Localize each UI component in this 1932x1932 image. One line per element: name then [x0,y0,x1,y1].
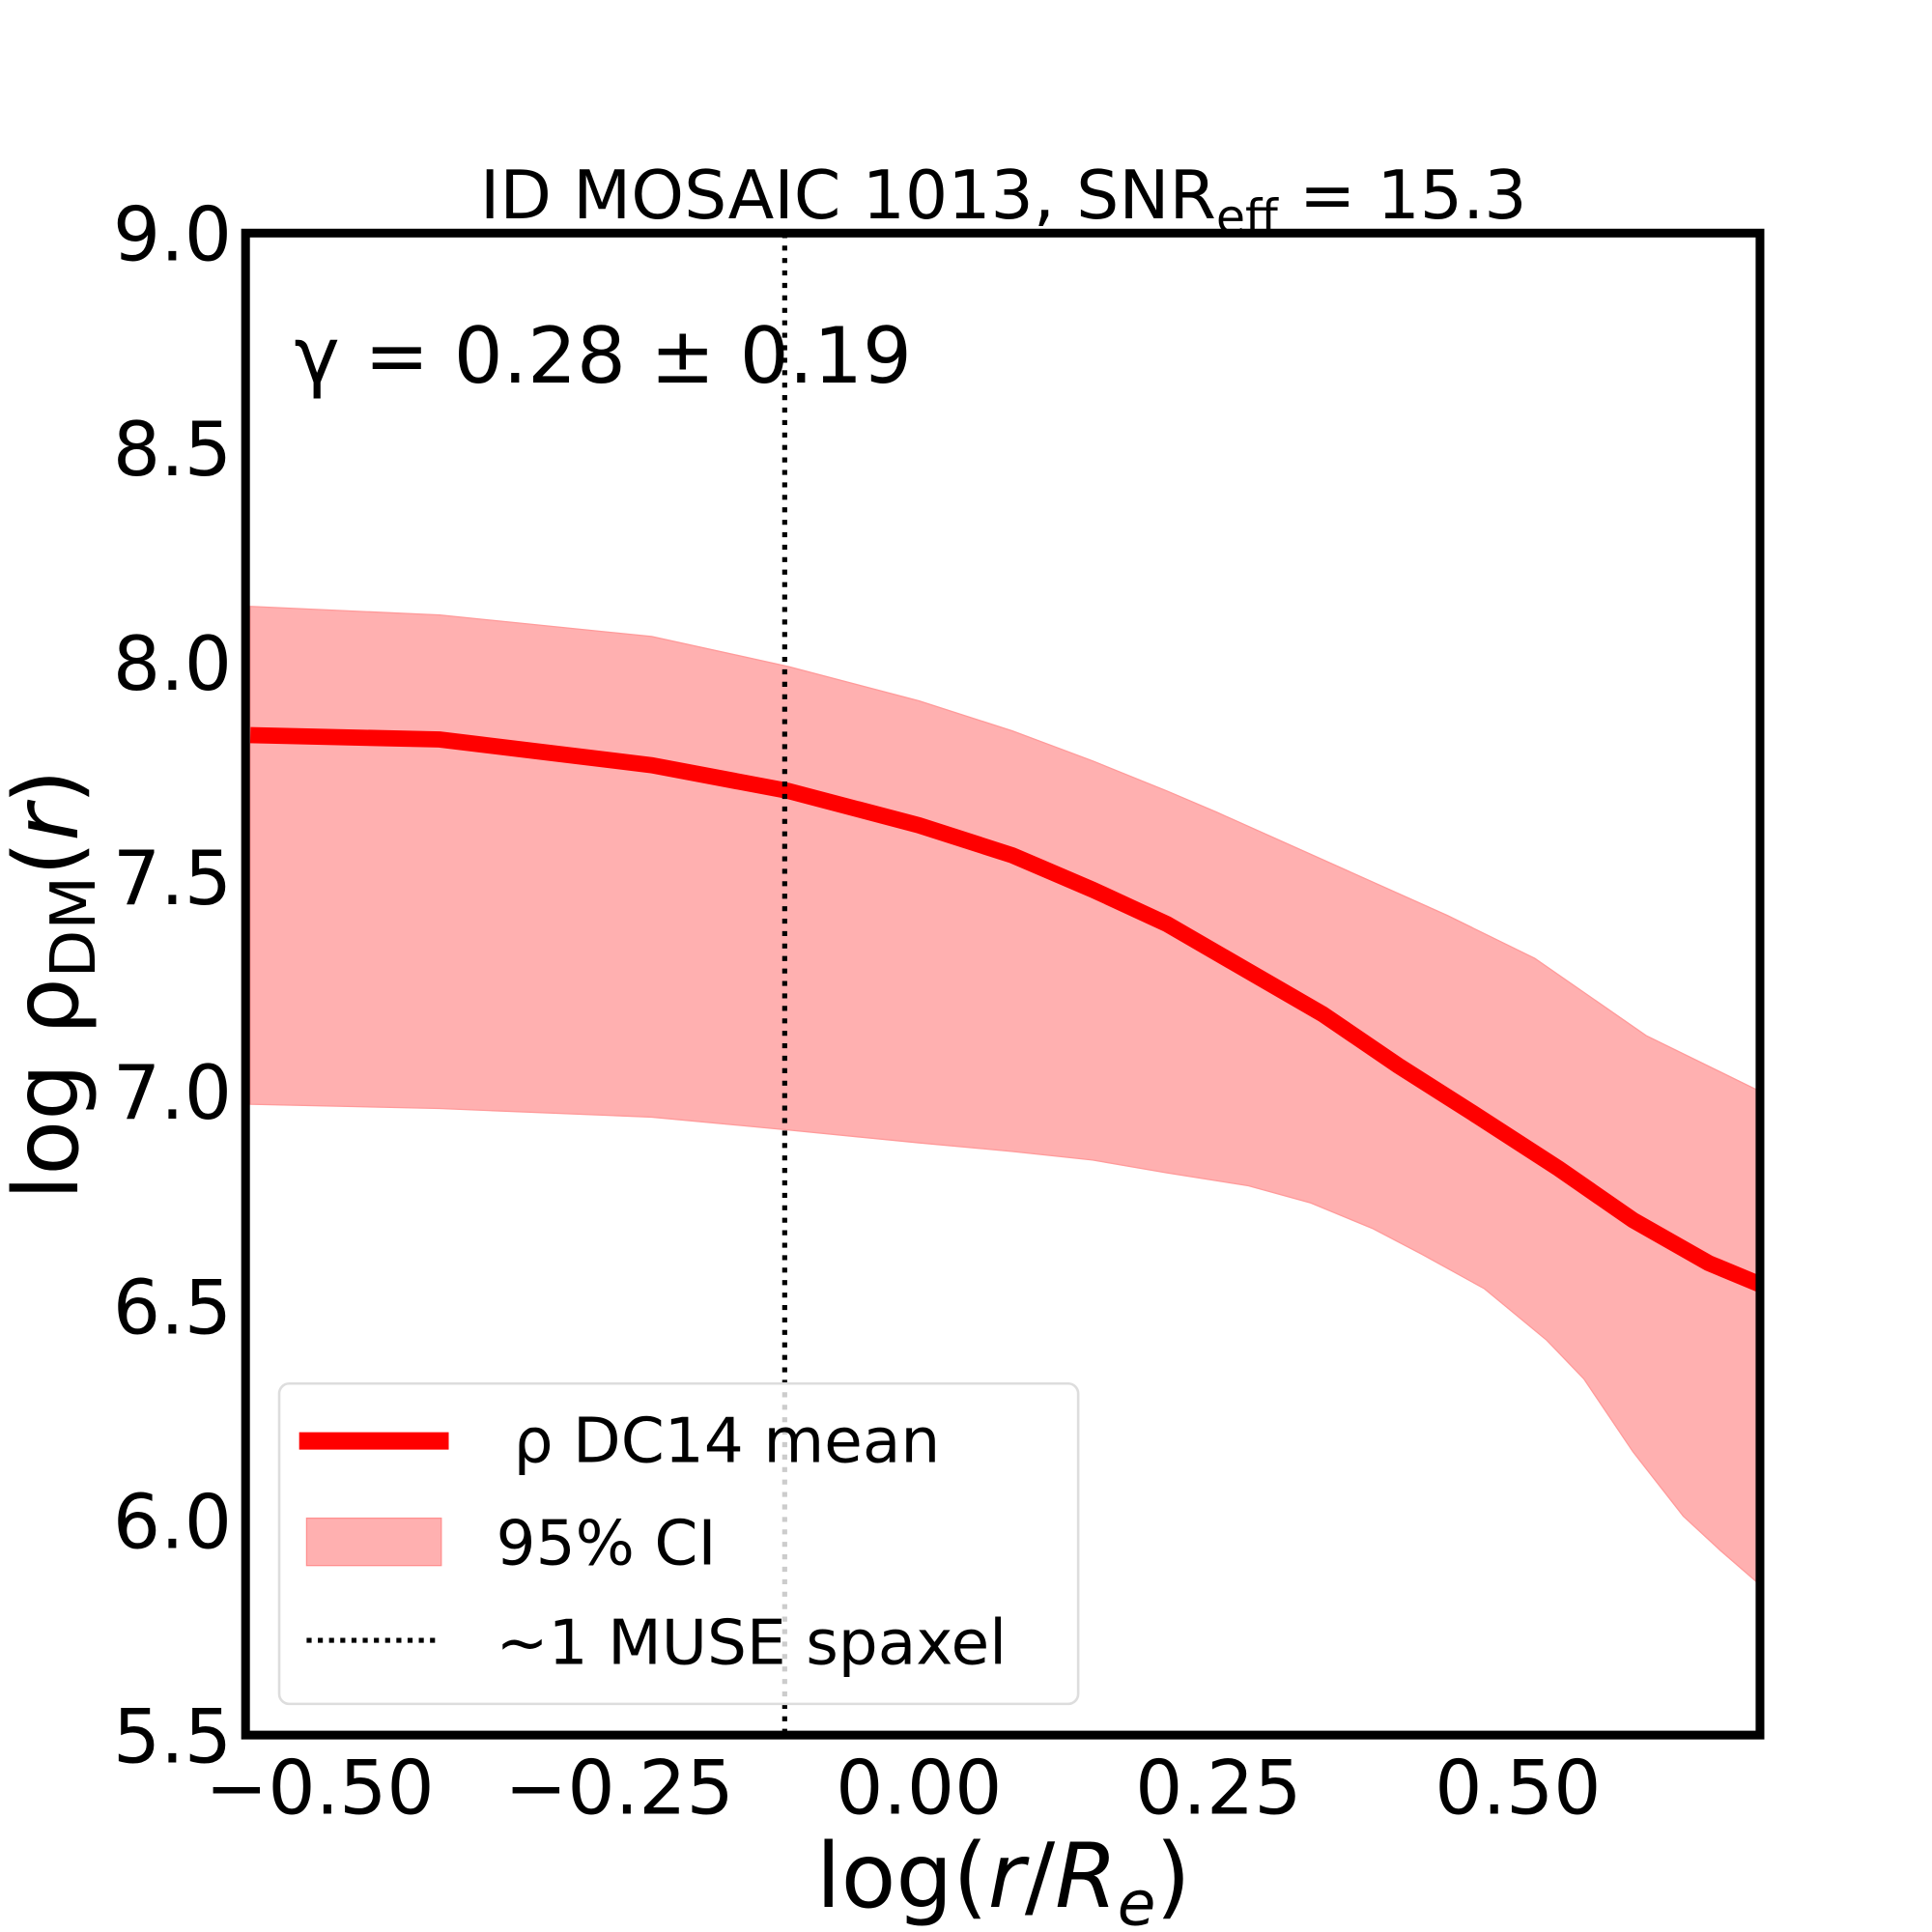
y-tick-label: 8.0 [113,621,232,708]
legend-spaxel-label: ~1 MUSE spaxel [497,1607,1008,1680]
gamma-annotation: γ = 0.28 ± 0.19 [295,311,912,401]
x-tick-label: −0.50 [205,1745,434,1832]
x-tick-label: 0.25 [1135,1745,1301,1832]
legend-ci-swatch [305,1517,442,1567]
chart-title: ID MOSAIC 1013, SNReff = 15.3 [480,156,1527,244]
y-tick-label: 7.0 [113,1050,232,1137]
x-tick-label: 0.00 [836,1745,1002,1832]
y-tick-label: 9.0 [113,192,232,279]
axes-frame [241,228,1765,1740]
y-tick-label: 6.0 [113,1479,232,1566]
legend: ρ DC14 mean 95% CI ~1 MUSE spaxel [277,1381,1080,1706]
y-tick-label: 5.5 [113,1694,232,1781]
x-tick-label: 0.50 [1435,1745,1601,1832]
y-tick-label: 7.5 [113,836,232,923]
x-tick-label: −0.25 [505,1745,734,1832]
y-tick-label: 8.5 [113,407,232,494]
x-axis-label: log(r/Re) [816,1824,1191,1932]
y-tick-label: 6.5 [113,1264,232,1351]
legend-ci-label: 95% CI [497,1507,717,1579]
ci-band [249,606,1761,1587]
plot-area [249,233,1764,1736]
legend-mean-label: ρ DC14 mean [514,1406,941,1478]
y-axis-label: log ρDM(r) [0,769,110,1200]
mean-line [249,726,1764,1293]
